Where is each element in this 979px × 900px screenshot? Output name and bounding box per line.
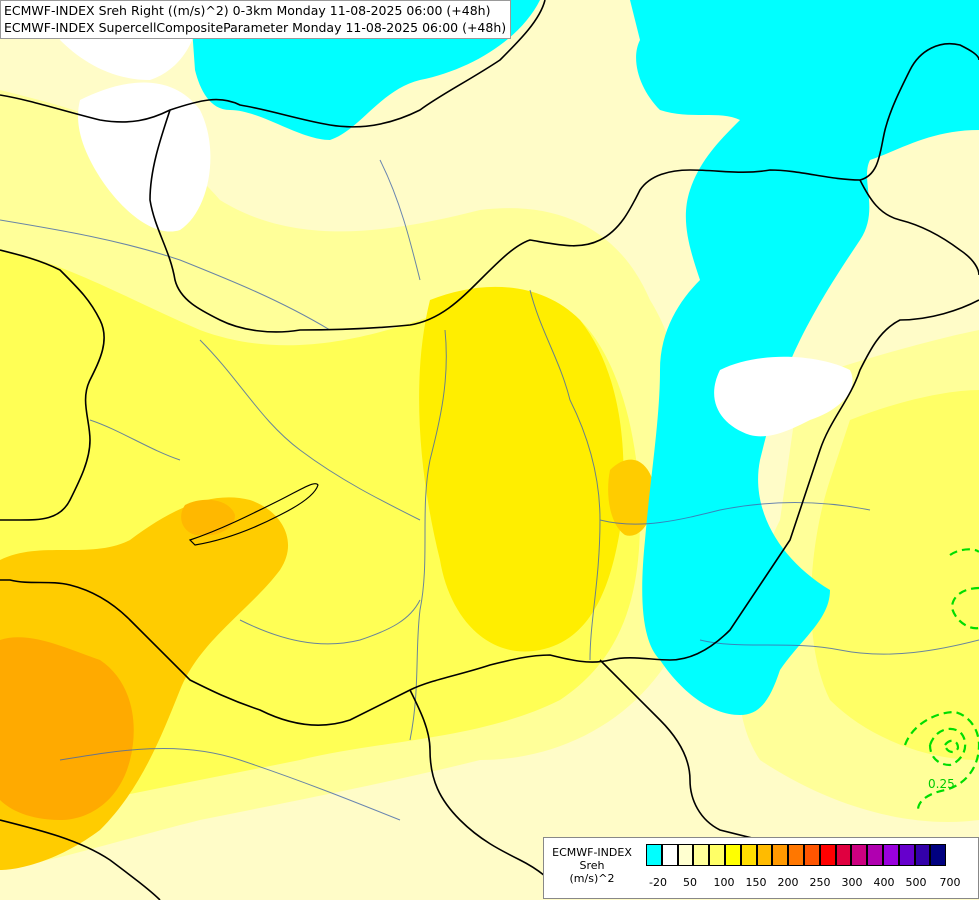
legend-tick-label: 100 [713,876,735,889]
sreh-field-cyan-right [880,60,979,130]
legend-variable: Sreh [579,859,605,872]
sreh-field-yellow-east [811,390,979,760]
legend-swatch [646,844,662,866]
legend-swatch [835,844,852,866]
legend-swatch [867,844,883,866]
legend-title: ECMWF-INDEX Sreh (m/s)^2 [546,846,638,885]
sreh-field-dark-orange [0,637,134,820]
sreh-field-orange-spot [181,499,235,536]
legend-tick-label: 250 [809,876,831,889]
legend-swatch [930,844,947,866]
legend-tick-label: 200 [777,876,799,889]
legend-tick-label: 150 [745,876,767,889]
scp-contour-label: 0.25 [928,777,955,791]
legend-swatch [898,844,915,866]
legend-model: ECMWF-INDEX [552,846,632,859]
legend-swatch [851,844,868,866]
rivers [0,159,979,821]
title-line-1: ECMWF-INDEX Sreh Right ((m/s)^2) 0-3km M… [4,3,491,18]
legend-swatch [693,844,710,866]
sreh-field-orange-east [608,459,655,536]
legend-swatches [646,844,947,866]
legend-tick-label: -20 [649,876,667,889]
scp-contours [903,548,979,811]
legend-tick-label: 700 [939,876,961,889]
legend-tick-label: 300 [841,876,863,889]
legend-swatch [677,844,694,866]
sreh-field-deep-yellow [419,286,624,652]
legend-tick-label: 400 [873,876,895,889]
legend-swatch [661,844,678,866]
legend-ticks: -20 50 100 150 200 250 300 400 500 700 [640,876,970,890]
color-legend: ECMWF-INDEX Sreh (m/s)^2 -20 50 100 150 200 2… [543,837,979,899]
lake-balaton [188,483,319,546]
legend-swatch [819,844,836,866]
sreh-field-white-pocket [714,356,853,437]
legend-swatch [740,844,757,866]
legend-swatch [724,844,741,866]
sreh-field-white-north [78,82,211,232]
title-line-2: ECMWF-INDEX SupercellCompositeParameter … [4,20,507,35]
legend-swatch [756,844,773,866]
legend-swatch [788,844,804,866]
legend-swatch [709,844,725,866]
legend-swatch [772,844,789,866]
legend-tick-label: 50 [683,876,697,889]
legend-unit: (m/s)^2 [569,872,615,885]
legend-swatch [914,844,931,866]
map-title-box: ECMWF-INDEX Sreh Right ((m/s)^2) 0-3km M… [0,0,512,39]
legend-tick-label: 500 [905,876,927,889]
legend-swatch [803,844,820,866]
sreh-field-cyan-northeast [630,0,979,715]
legend-swatch [882,844,899,866]
